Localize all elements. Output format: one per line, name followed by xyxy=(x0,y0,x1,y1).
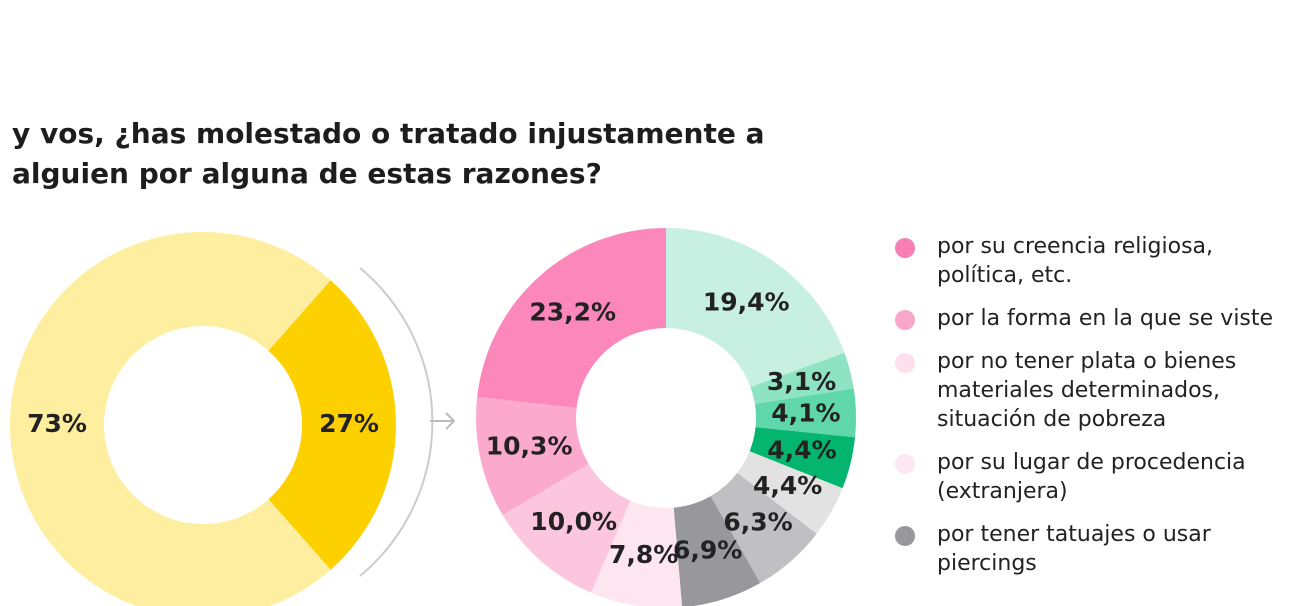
data-label: 27% xyxy=(319,409,379,438)
data-label: 7,8% xyxy=(609,540,678,569)
donut-segment xyxy=(673,496,761,606)
legend-label: por su lugar de procedencia (extranjera) xyxy=(937,450,1246,504)
donut-segment xyxy=(477,228,666,408)
legend-item: por no tener plata o bienes materiales d… xyxy=(895,347,1290,434)
title: y vos, ¿has molestado o tratado injustam… xyxy=(12,117,765,190)
data-label: 6,3% xyxy=(723,508,792,537)
data-label: 6,9% xyxy=(673,536,742,565)
legend-dot xyxy=(895,353,915,373)
data-label: 23,2% xyxy=(529,298,616,327)
arrow xyxy=(430,412,456,430)
data-label: 4,4% xyxy=(753,471,822,500)
data-label: 4,4% xyxy=(767,435,836,464)
donut-segment xyxy=(10,232,331,606)
donut-segment xyxy=(750,352,854,405)
legend-item: por la forma en la que se viste xyxy=(895,304,1290,333)
legend-dot xyxy=(895,238,915,258)
data-label: 3,1% xyxy=(767,367,836,396)
donut-segment xyxy=(737,451,843,534)
legend-label: por tener tatuajes o usar piercings xyxy=(937,522,1211,576)
legend: por su creencia religiosa, política, etc… xyxy=(895,232,1290,592)
legend-dot xyxy=(895,310,915,330)
data-label: 4,1% xyxy=(771,398,840,427)
donut-segment xyxy=(502,463,631,593)
legend-item: por tener tatuajes o usar piercings xyxy=(895,520,1290,578)
legend-item: por su lugar de procedencia (extranjera) xyxy=(895,448,1290,506)
legend-dot xyxy=(895,454,915,474)
donut-segment xyxy=(268,280,396,570)
data-label: 10,0% xyxy=(530,507,617,536)
legend-label: por no tener plata o bienes materiales d… xyxy=(937,349,1237,432)
donut-segment xyxy=(666,228,845,388)
donut-segment xyxy=(710,472,817,583)
donut-segment xyxy=(476,396,589,516)
legend-item: por su creencia religiosa, política, etc… xyxy=(895,232,1290,290)
donut-segment xyxy=(754,388,856,438)
legend-label: por su creencia religiosa, política, etc… xyxy=(937,234,1214,288)
data-label: 73% xyxy=(27,409,87,438)
donut-segment xyxy=(749,427,856,489)
donut-segment xyxy=(591,500,683,606)
data-label: 19,4% xyxy=(703,287,790,316)
data-label: 10,3% xyxy=(486,431,573,460)
legend-dot xyxy=(895,526,915,546)
legend-label: por la forma en la que se viste xyxy=(937,306,1274,331)
